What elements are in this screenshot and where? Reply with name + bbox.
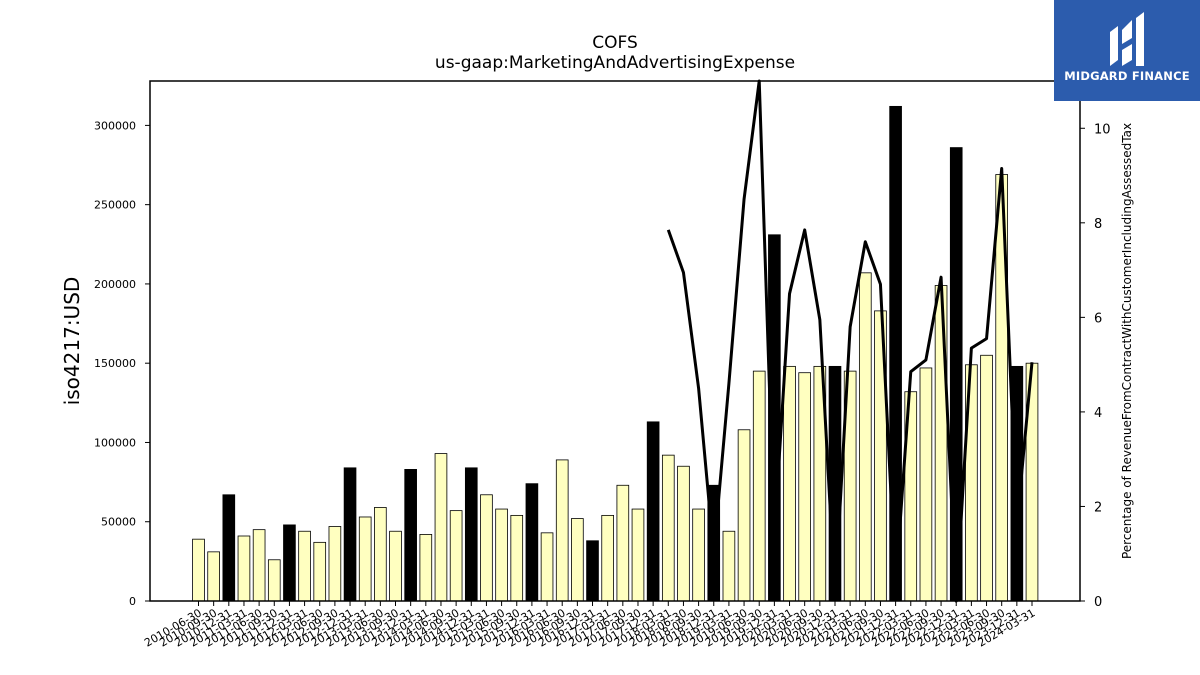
y2-tick-label: 8 (1094, 217, 1102, 232)
y2-tick-label: 0 (1094, 595, 1102, 610)
y-tick-label: 100000 (94, 436, 136, 449)
y2-axis-label: Percentage of RevenueFromContractWithCus… (1120, 123, 1134, 559)
bar-quarter (328, 526, 342, 602)
bar-quarter (555, 459, 569, 602)
bar-quarter (616, 484, 630, 602)
bar-quarter (692, 508, 705, 602)
bar-quarter (267, 559, 281, 602)
plot-frame (149, 80, 1081, 602)
bar-quarter (480, 494, 493, 602)
y2-tick-label: 4 (1094, 406, 1102, 421)
bar-quarter (798, 372, 811, 602)
bar-quarter (980, 354, 993, 602)
y-axis-label: iso4217:USD (60, 277, 84, 406)
bar-quarter (358, 516, 372, 602)
bar-quarter (601, 514, 614, 602)
y-tick-label: 300000 (94, 119, 136, 132)
bar-quarter (661, 454, 675, 602)
bar-quarter (252, 529, 266, 602)
bar-annual (525, 483, 539, 602)
y2-tick-label: 10 (1094, 122, 1111, 137)
bar-quarter (207, 551, 220, 602)
bar-quarter (752, 370, 766, 602)
bar-annual (646, 421, 660, 602)
bar-quarter (677, 465, 690, 602)
bar-annual (343, 467, 357, 602)
y2-tick-label: 6 (1094, 311, 1102, 326)
bar-quarter (374, 507, 387, 602)
bar-series (192, 105, 1039, 602)
y-tick-label: 150000 (94, 357, 136, 370)
bar-quarter (313, 541, 327, 602)
bar-quarter (540, 532, 554, 602)
bar-quarter (934, 285, 948, 602)
y-tick-label: 50000 (101, 516, 136, 529)
bar-annual (404, 469, 417, 602)
logo-text: MIDGARD FINANCE (1064, 69, 1190, 83)
bar-quarter (237, 535, 251, 602)
bar-quarter (449, 510, 463, 602)
bar-quarter (722, 530, 736, 602)
bar-annual (222, 494, 236, 602)
midgard-logo-mark-icon (1110, 12, 1144, 66)
x-axis: 2010-06-302010-09-302010-12-312011-03-31… (142, 601, 1038, 650)
bar-quarter (571, 518, 584, 602)
y-tick-label: 0 (129, 595, 136, 608)
y-tick-label: 250000 (94, 199, 136, 212)
bar-quarter (419, 534, 433, 602)
bar-quarter (510, 514, 524, 602)
bar-annual (586, 540, 599, 602)
bar-quarter (434, 453, 448, 602)
bar-annual (464, 467, 478, 602)
left-y-axis: 0 50000 100000 150000 200000 250000 300000 (94, 119, 150, 608)
bar-quarter (783, 365, 796, 602)
y-tick-label: 200000 (94, 278, 136, 291)
bar-quarter (389, 530, 402, 602)
bar-annual (283, 524, 296, 602)
chart-subtitle: us-gaap:MarketingAndAdvertisingExpense (435, 53, 795, 73)
bar-annual (828, 365, 842, 602)
y2-tick-label: 2 (1094, 500, 1102, 515)
bar-quarter (192, 538, 205, 602)
chart-title: COFS (592, 33, 638, 53)
bar-quarter (919, 367, 933, 602)
bar-quarter (858, 272, 872, 602)
bar-quarter (298, 530, 311, 602)
bar-quarter (631, 508, 645, 602)
percentage-line (666, 79, 1034, 603)
bar-quarter (737, 429, 751, 602)
brand-logo: MIDGARD FINANCE (1054, 0, 1200, 101)
bar-quarter (495, 508, 508, 602)
right-y-axis: 0 2 4 6 8 10 (1080, 122, 1111, 610)
